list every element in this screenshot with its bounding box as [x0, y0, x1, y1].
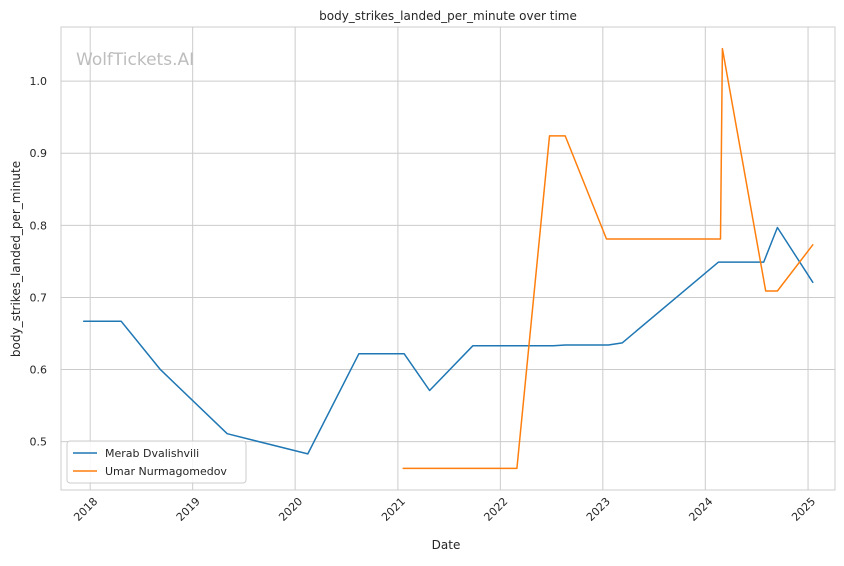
- y-axis-title: body_strikes_landed_per_minute: [9, 161, 23, 357]
- legend-box: [66, 440, 247, 484]
- legend-label: Merab Dvalishvili: [105, 447, 199, 460]
- y-tick-label: 1.0: [30, 75, 48, 88]
- x-gridlines: [89, 27, 809, 490]
- chart-title: body_strikes_landed_per_minute over time: [319, 9, 577, 23]
- y-tick-label: 0.6: [30, 364, 48, 377]
- legend: Merab Dvalishvili Umar Nurmagomedov: [66, 440, 247, 484]
- y-tick-labels: 0.5 0.6 0.7 0.8 0.9 1.0: [30, 75, 48, 449]
- series-line-1: [82, 226, 814, 455]
- series-lines: [82, 47, 814, 470]
- x-axis-title: Date: [432, 538, 461, 552]
- y-tick-label: 0.7: [30, 291, 48, 304]
- legend-label: Umar Nurmagomedov: [105, 465, 227, 478]
- series-line-2: [402, 47, 814, 470]
- plot-frame: [60, 26, 836, 491]
- y-tick-label: 0.5: [30, 436, 48, 449]
- watermark: WolfTickets.AI: [76, 50, 194, 70]
- y-tick-label: 0.9: [30, 147, 48, 160]
- plot-area: [61, 27, 835, 490]
- y-tick-label: 0.8: [30, 219, 48, 232]
